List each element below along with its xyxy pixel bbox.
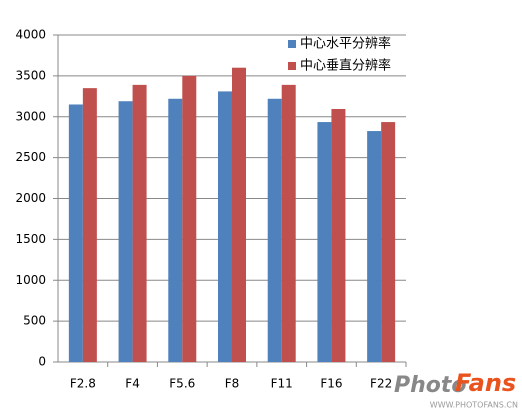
y-tick-label: 2500 [15,150,46,164]
bar [182,75,197,362]
bar [331,108,346,362]
bar [68,104,83,363]
watermark-logo: Photo [394,373,467,398]
bar [118,101,133,362]
legend-label: 中心水平分辨率 [300,36,391,52]
legend-swatch [288,62,296,70]
bar [82,88,97,362]
y-tick-label: 1000 [15,273,46,287]
watermark-logo: Fans [455,369,516,397]
x-tick-label: F8 [225,377,240,391]
x-tick-label: F4 [125,377,140,391]
bar [132,84,147,363]
bar [381,122,396,362]
x-tick-label: F11 [271,377,293,391]
y-tick-label: 3500 [15,68,46,82]
y-tick-label: 0 [38,355,46,369]
y-tick-label: 2000 [15,191,46,205]
bar [218,91,232,362]
y-tick-label: 3000 [15,109,46,123]
bar [232,67,246,362]
bar [317,122,332,362]
x-tick-label: F22 [370,377,392,391]
x-tick-label: F16 [320,377,342,391]
watermark-url: WWW.PHOTOFANS.CN [430,401,518,410]
y-tick-label: 4000 [15,28,46,42]
bar [267,98,282,362]
bar [168,98,183,362]
legend-swatch [288,40,296,48]
y-tick-label: 1500 [15,232,46,246]
y-tick-label: 500 [23,314,46,328]
x-tick-label: F2.8 [70,377,96,391]
legend-label: 中心垂直分辨率 [300,58,391,74]
x-tick-label: F5.6 [169,377,195,391]
bar [367,131,382,362]
bar [281,84,296,363]
